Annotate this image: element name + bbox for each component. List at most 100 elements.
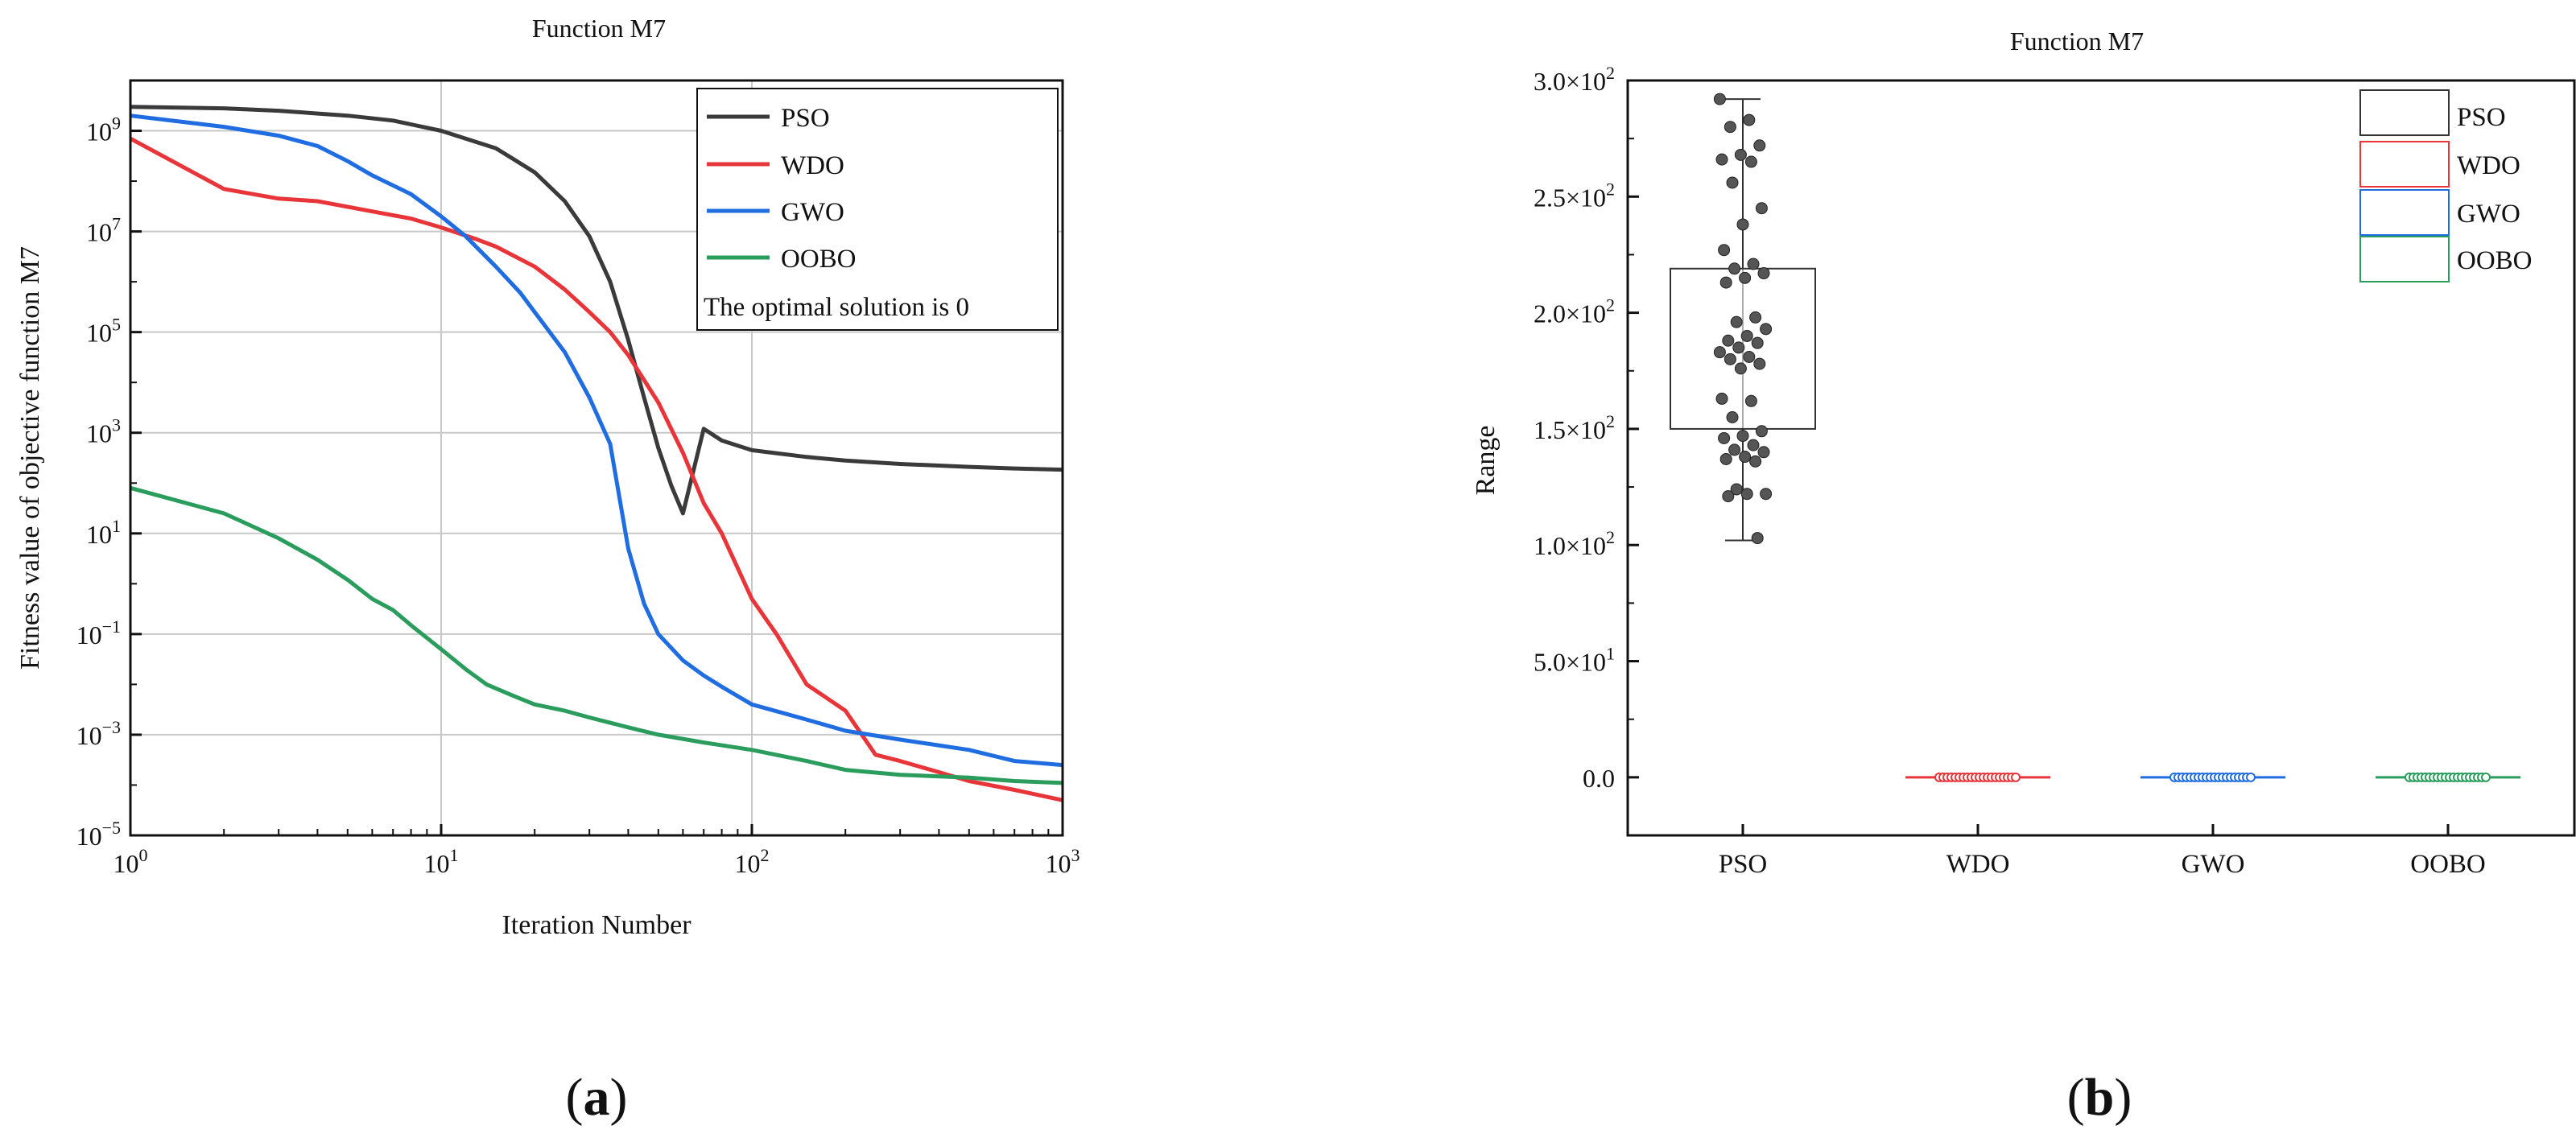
chart-b-y-tick-label: 3.0×102 <box>1534 63 1615 96</box>
data-point-pso <box>1751 532 1764 545</box>
chart-a-title: Function M7 <box>532 14 666 43</box>
tick-base: 10 <box>76 822 102 851</box>
tick-base: 10 <box>114 849 139 878</box>
box-group-gwo <box>2140 772 2285 782</box>
chart-a-y-tick-label: 107 <box>86 214 121 247</box>
data-point-pso <box>1751 336 1764 349</box>
tick-mantissa: 1.5×10 <box>1534 415 1606 444</box>
box-group-pso <box>1670 93 1816 545</box>
tick-mantissa: 5.0×10 <box>1534 648 1606 677</box>
data-point-pso <box>1722 334 1735 347</box>
data-point-pso <box>1744 394 1757 407</box>
data-point-pso <box>1726 410 1739 423</box>
chart-a-convergence: Function M7 100 101 102 1031091071051031011… <box>15 14 1080 940</box>
chart-b-y-tick-label: 1.5×102 <box>1534 411 1615 444</box>
panel-a-label-close: ) <box>610 1068 628 1127</box>
tick-exponent: 7 <box>112 214 121 234</box>
series-line-gwo <box>130 113 1063 768</box>
box-group-oobo <box>2376 772 2520 782</box>
chart-b-legend: PSO WDO GWO OOBO <box>2359 89 2533 282</box>
chart-a-ylabel: Fitness value of objective function M7 <box>15 246 45 670</box>
legend-b-pso-label: PSO <box>2457 103 2506 132</box>
chart-b-plot-frame <box>1626 79 2576 837</box>
data-point-pso <box>1743 113 1756 126</box>
tick-base: 10 <box>76 620 102 649</box>
chart-b-ticks: 0.05.0×1011.0×1021.5×1022.0×1022.5×1023.… <box>1534 63 2486 879</box>
data-point-pso <box>1734 148 1747 161</box>
tick-exponent: 0 <box>139 845 148 865</box>
tick-base: 10 <box>76 721 102 750</box>
data-point-pso <box>1724 352 1736 365</box>
tick-exponent: 2 <box>761 845 770 865</box>
chart-a-y-tick-label: 103 <box>86 415 121 448</box>
panel-b-label: (b) <box>2067 1068 2132 1127</box>
data-point-pso <box>1730 315 1743 328</box>
data-point-pso <box>1726 176 1739 189</box>
data-point-pso <box>1713 346 1726 359</box>
legend-b-oobo-swatch <box>2359 236 2450 282</box>
data-point-pso <box>1743 350 1756 363</box>
data-point-pso <box>1747 258 1760 270</box>
data-point-pso <box>1724 121 1736 134</box>
chart-b-y-tick-label: 1.0×102 <box>1534 527 1615 560</box>
chart-b-x-tick-label-wdo: WDO <box>1946 850 2010 879</box>
chart-b-x-tick-label-pso: PSO <box>1719 850 1768 879</box>
chart-a-y-tick-label: 10−5 <box>76 818 121 851</box>
chart-a-x-tick-label: 103 <box>1046 845 1080 878</box>
chart-b-boxplot: Function M7 0.05.0×1011.0×1021.5×1022.0×… <box>1471 27 2576 879</box>
data-point-pso <box>1715 153 1728 166</box>
tick-base: 10 <box>86 319 112 348</box>
box-group-wdo <box>1905 772 2050 782</box>
series-line-oobo <box>130 485 1063 785</box>
panel-a-label-open: ( <box>566 1068 584 1127</box>
data-point-pso <box>1718 431 1731 444</box>
chart-b-y-tick-label: 2.0×102 <box>1534 295 1615 328</box>
tick-exponent: 1 <box>450 845 459 865</box>
data-point-pso <box>1719 276 1732 289</box>
tick-mantissa: 2.5×10 <box>1534 183 1606 212</box>
data-point-wdo <box>2011 772 2021 782</box>
tick-mantissa: 3.0×10 <box>1534 67 1606 96</box>
data-point-pso <box>1722 490 1735 503</box>
chart-b-y-tick-label: 0.0 <box>1583 764 1615 793</box>
data-point-pso <box>1739 271 1752 284</box>
data-point-pso <box>1749 311 1762 324</box>
tick-base: 10 <box>86 520 112 549</box>
tick-exponent: −1 <box>102 616 121 637</box>
data-point-pso <box>1757 446 1770 459</box>
chart-a-x-tick-label: 102 <box>735 845 770 878</box>
tick-exponent: 2 <box>1606 63 1615 83</box>
data-point-pso <box>1715 392 1728 405</box>
legend-b-gwo-swatch <box>2359 189 2450 236</box>
tick-base: 10 <box>86 117 112 146</box>
data-point-pso <box>1757 267 1770 280</box>
data-point-pso <box>1728 262 1741 275</box>
legend-b-oobo-label: OOBO <box>2457 246 2533 275</box>
data-point-pso <box>1749 455 1762 468</box>
tick-mantissa: 1.0×10 <box>1534 531 1606 560</box>
chart-a-plot-frame <box>129 79 1064 837</box>
chart-a-y-tick-label: 101 <box>86 516 121 549</box>
tick-exponent: 3 <box>1071 845 1080 865</box>
tick-exponent: 1 <box>112 516 121 536</box>
tick-exponent: 5 <box>112 315 121 335</box>
tick-mantissa: 0.0 <box>1583 764 1615 793</box>
data-point-pso <box>1732 341 1745 354</box>
chart-b-title: Function M7 <box>2010 27 2144 56</box>
series-line-wdo <box>129 136 1063 802</box>
legend-a-wdo-label: WDO <box>781 151 844 180</box>
tick-exponent: 9 <box>112 113 121 134</box>
tick-base: 10 <box>424 849 450 878</box>
data-point-gwo <box>2246 772 2256 782</box>
tick-exponent: −5 <box>102 818 121 838</box>
tick-base: 10 <box>735 849 761 878</box>
legend-b-wdo-label: WDO <box>2457 151 2520 180</box>
chart-a-xlabel: Iteration Number <box>502 910 691 940</box>
data-point-pso <box>1753 139 1766 152</box>
tick-base: 10 <box>1046 849 1071 878</box>
panel-b-label-letter: b <box>2085 1068 2115 1127</box>
data-point-pso <box>1740 329 1753 342</box>
panel-a-label: (a) <box>566 1068 628 1127</box>
